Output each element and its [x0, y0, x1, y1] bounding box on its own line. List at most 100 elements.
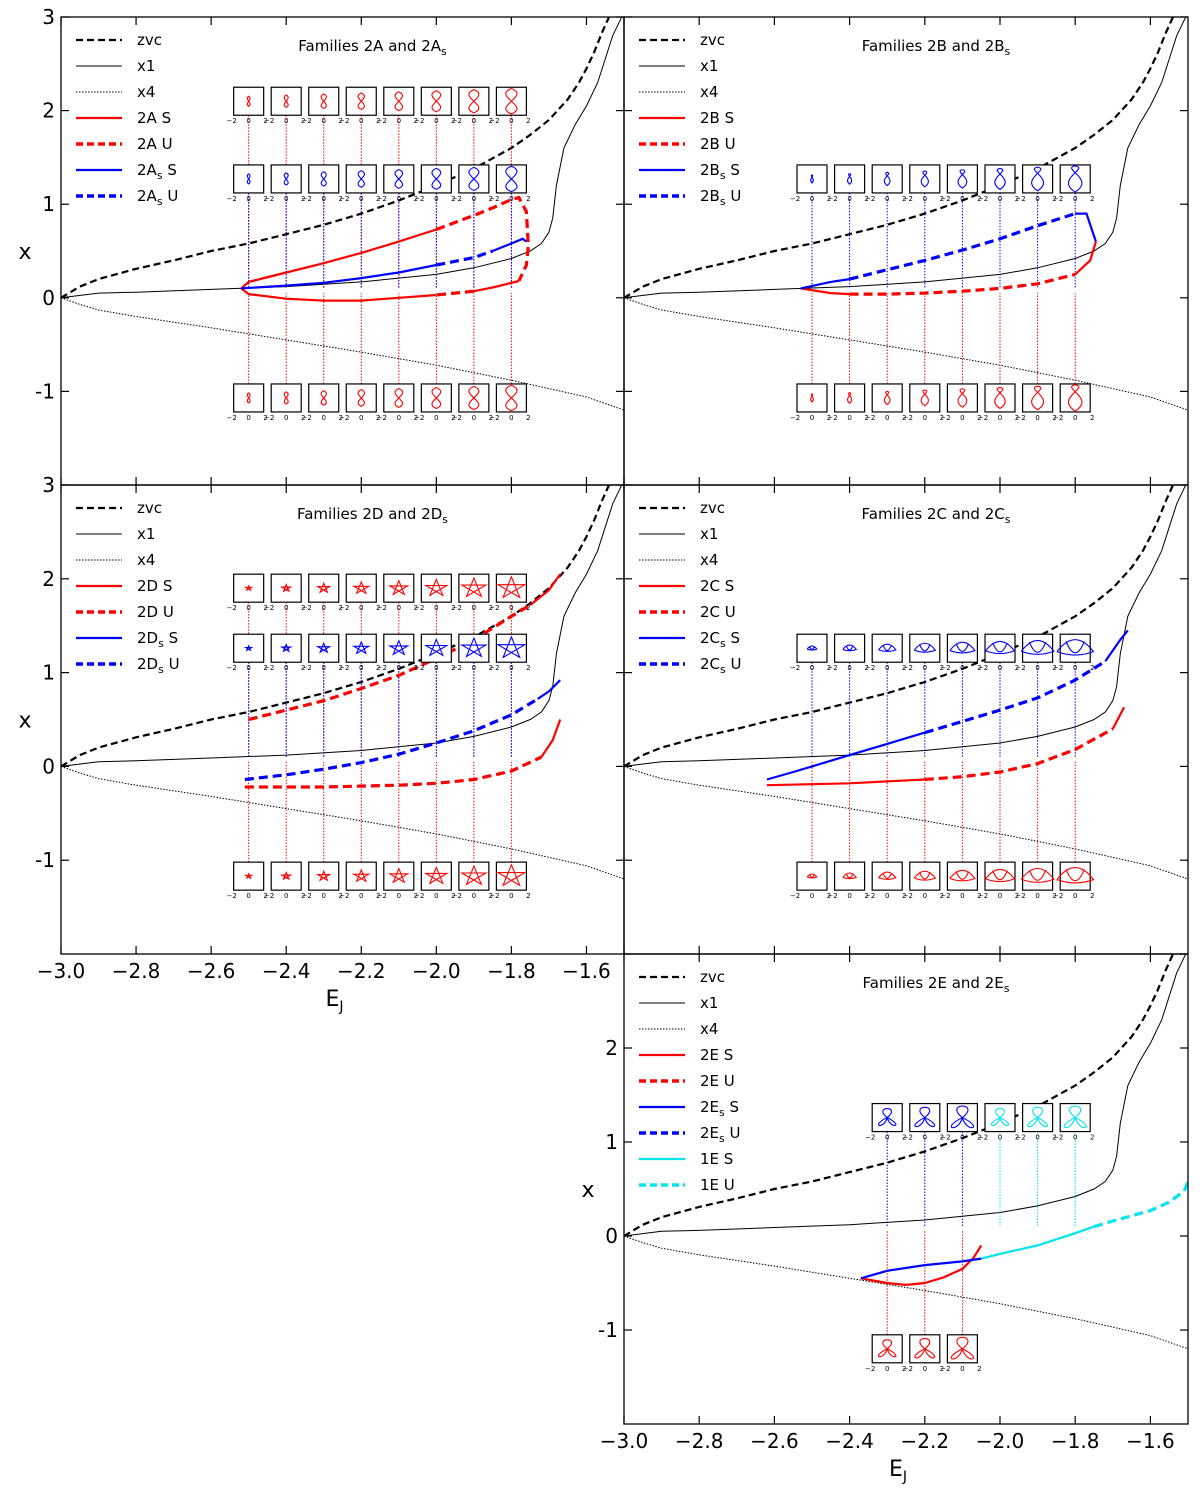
inset-tick-label: −2	[865, 1365, 875, 1373]
inset-tick-label: −2	[302, 195, 312, 203]
orbit-curve	[431, 167, 442, 191]
orbit-inset: −2 0 2	[865, 1334, 906, 1373]
inset-tick-label: 2	[526, 664, 530, 672]
orbit-curve	[459, 636, 488, 658]
legend-label: 2Es U	[700, 1124, 741, 1145]
orbit-inset: −2 0 2	[264, 573, 305, 612]
orbit-inset: −2 0 2	[227, 573, 268, 612]
legend-label: x1	[137, 525, 155, 543]
x-tick-label: −2.2	[901, 1429, 950, 1453]
inset-tick-label: 2	[526, 892, 530, 900]
legend-label: 2Ds S	[137, 629, 178, 650]
legend-label: x4	[700, 1020, 718, 1038]
orbit-curve	[985, 640, 1016, 655]
orbit-inset-frame	[233, 861, 265, 891]
orbit-inset-frame	[909, 383, 941, 413]
orbit-inset: −2 0 2	[227, 86, 268, 125]
inset-tick-label: 2	[451, 117, 455, 125]
inset-tick-label: 0	[847, 414, 851, 422]
orbit-inset: −2 0 2	[978, 164, 1019, 203]
panel-title-sub: s	[442, 513, 448, 526]
orbit-inset: −2 0 2	[790, 164, 831, 203]
inset-tick-label: 0	[397, 117, 401, 125]
inset-tick-label: 2	[301, 892, 305, 900]
legend-label: 2Bs U	[700, 187, 741, 208]
orbit-curve	[914, 1338, 936, 1359]
orbit-curve	[950, 1105, 975, 1129]
inset-tick-label: 0	[284, 117, 288, 125]
inset-tick-label: 2	[338, 117, 342, 125]
inset-tick-label: −2	[264, 604, 274, 612]
inset-tick-label: −2	[414, 117, 424, 125]
inset-tick-label: −2	[827, 414, 837, 422]
inset-tick-label: 0	[960, 664, 964, 672]
orbit-curve	[957, 388, 968, 408]
orbit-inset: −2 0 2	[452, 573, 493, 612]
inset-tick-label: 0	[284, 664, 288, 672]
orbit-inset-frame	[345, 633, 377, 663]
orbit-curve	[387, 867, 410, 884]
orbit-inset: −2 0 2	[827, 861, 869, 900]
inset-tick-label: 0	[472, 604, 476, 612]
inset-tick-label: −2	[940, 195, 950, 203]
inset-tick-label: 2	[902, 414, 906, 422]
orbit-inset: −2 0 2	[903, 383, 944, 422]
inset-tick-label: 0	[1035, 414, 1039, 422]
inset-tick-label: 2	[338, 604, 342, 612]
y-tick-label: -1	[35, 848, 55, 872]
legend-label: 2D U	[137, 603, 174, 621]
series-blue-stable	[537, 679, 561, 700]
panel-title: Families 2A and 2As	[298, 37, 447, 58]
inset-tick-label: 2	[414, 892, 418, 900]
orbit-inset: −2 0 2	[940, 164, 982, 203]
orbit-curve	[357, 170, 365, 188]
orbit-curve	[394, 387, 404, 408]
orbit-inset-frame	[1059, 861, 1091, 891]
legend-label-sub: s	[158, 663, 164, 676]
orbit-curve	[1067, 384, 1083, 412]
inset-tick-label: −2	[903, 664, 913, 672]
inset-tick-label: −2	[302, 604, 312, 612]
orbit-curve	[920, 170, 929, 188]
inset-tick-label: 2	[376, 414, 380, 422]
plot-area: −2 0 2−2 0 2−2 0 2−2 0 2−2 0 2−2 0 2−2 0 2−2 0 2−2 0 2−2 0 2…	[61, 485, 624, 900]
orbit-inset: −2 0 2	[227, 861, 268, 900]
orbit-inset-frame	[345, 861, 377, 891]
inset-tick-label: 0	[509, 414, 513, 422]
inset-tick-label: −2	[452, 414, 462, 422]
series-red-stable	[1074, 241, 1097, 276]
inset-tick-label: −2	[302, 892, 312, 900]
legend-label: x1	[700, 994, 718, 1012]
orbit-inset-frame	[796, 861, 828, 891]
inset-tick-label: −2	[227, 664, 237, 672]
inset-tick-label: 2	[489, 117, 493, 125]
orbit-inset: −2 0 2	[978, 633, 1019, 672]
inset-tick-label: 0	[1035, 195, 1039, 203]
orbit-curve	[320, 171, 327, 187]
panel-bottom-right: −2 0 2−2 0 2−2 0 2−2 0 2−2 0 2−2 0 2−2 0 2−2 0 2−2 0 2210-…	[581, 953, 1189, 1485]
inset-tick-label: 0	[509, 664, 513, 672]
orbit-inset: −2 0 2	[227, 633, 268, 672]
orbit-curve	[1031, 166, 1045, 192]
panel-mid-right: −2 0 2−2 0 2−2 0 2−2 0 2−2 0 2−2 0 2−2 0 2−2 0 2−2 0 2−2 0 2…	[623, 484, 1189, 955]
legend-label: 2Es S	[700, 1098, 739, 1119]
orbit-curve	[994, 167, 1006, 191]
series-cyan-stable	[980, 1225, 1095, 1260]
plot-area: −2 0 2−2 0 2−2 0 2−2 0 2−2 0 2−2 0 2−2 0 2−2 0 2−2 0 2	[624, 954, 1188, 1373]
inset-tick-label: −2	[227, 892, 237, 900]
orbit-inset-frame	[909, 633, 941, 663]
legend-label: 2Bs S	[700, 161, 740, 182]
legend-label: 2A U	[137, 135, 173, 153]
orbit-inset: −2 0 2	[489, 164, 531, 203]
inset-tick-label: 0	[321, 892, 325, 900]
orbit-curve	[387, 579, 410, 596]
inset-tick-label: −2	[489, 117, 499, 125]
x-tick-label: −2.0	[412, 959, 461, 983]
inset-tick-label: 0	[246, 117, 250, 125]
orbit-inset-frame	[833, 383, 866, 413]
orbit-curve	[468, 166, 480, 192]
legend-label-suffix: U	[164, 655, 180, 673]
inset-tick-label: 2	[864, 664, 868, 672]
inset-tick-label: −2	[264, 117, 274, 125]
